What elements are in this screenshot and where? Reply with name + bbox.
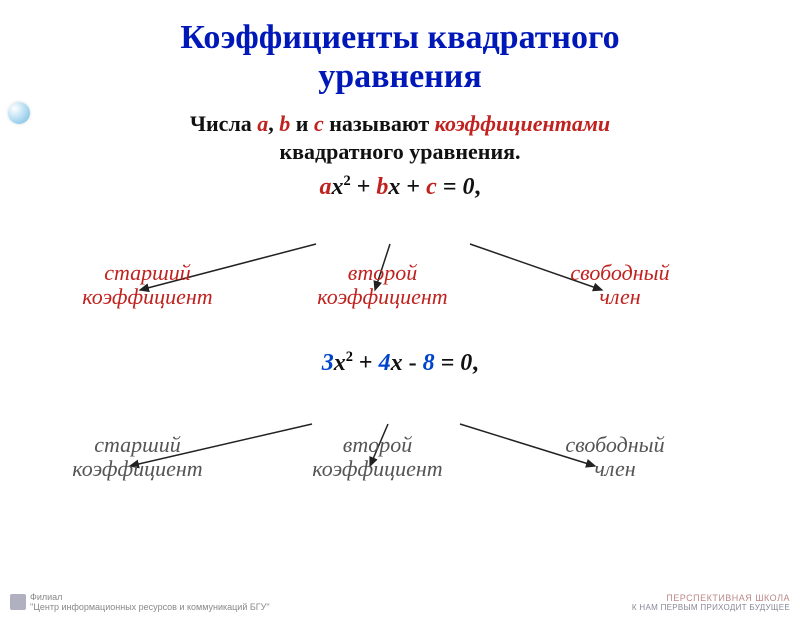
footer: Филиал "Центр информационных ресурсов и …	[10, 592, 790, 612]
eq1-comma: ,	[474, 174, 480, 200]
label2-free: свободный член	[550, 433, 680, 481]
label2-leading-b: коэффициент	[60, 457, 215, 481]
footer-logo-icon	[10, 594, 26, 610]
label2-free-b: член	[550, 457, 680, 481]
decorative-bubble	[8, 102, 30, 124]
eq1-x2: x	[332, 174, 344, 200]
label2-leading-a: старший	[60, 433, 215, 457]
label1-second-a: второй	[300, 261, 465, 285]
label2-free-a: свободный	[550, 433, 680, 457]
eq2-plus2: -	[403, 350, 423, 376]
label1-leading: старший коэффициент	[70, 261, 225, 309]
footer-left-line1: Филиал	[30, 592, 270, 602]
eq1-b: b	[376, 174, 388, 200]
subtitle-sep2: и	[290, 111, 314, 136]
equation-example: 3x2 + 4x - 8 = 0,	[0, 349, 800, 377]
subtitle-term: коэффициентами	[435, 111, 610, 136]
footer-left: Филиал "Центр информационных ресурсов и …	[10, 592, 270, 612]
footer-right: ПЕРСПЕКТИВНАЯ ШКОЛА К НАМ ПЕРВЫМ ПРИХОДИ…	[632, 593, 790, 612]
eq1-sq: 2	[344, 173, 351, 189]
label2-second-b: коэффициент	[295, 457, 460, 481]
page-title: Коэффициенты квадратного уравнения	[0, 18, 800, 96]
eq2-comma: ,	[472, 350, 478, 376]
subtitle: Числа a, b и c называют коэффициентами к…	[0, 110, 800, 165]
eq2-x: x	[391, 350, 403, 376]
eq1-eq0: = 0	[437, 174, 475, 200]
eq2-c: 8	[423, 350, 435, 376]
label2-leading: старший коэффициент	[60, 433, 215, 481]
title-line1: Коэффициенты квадратного	[0, 18, 800, 57]
label1-free-a: свободный	[555, 261, 685, 285]
equation-generic: ax2 + bx + c = 0,	[0, 173, 800, 201]
labels-row-2: старший коэффициент второй коэффициент с…	[0, 433, 800, 491]
eq2-x2: x	[334, 350, 346, 376]
label1-free-b: член	[555, 285, 685, 309]
eq2-a: 3	[322, 350, 334, 376]
label2-second-a: второй	[295, 433, 460, 457]
subtitle-pre: Числа	[190, 111, 257, 136]
eq1-plus2: +	[400, 174, 426, 200]
eq1-a: a	[320, 174, 332, 200]
subtitle-post: квадратного уравнения.	[279, 139, 520, 164]
eq1-x: x	[388, 174, 400, 200]
label1-leading-b: коэффициент	[70, 285, 225, 309]
eq1-plus1: +	[351, 174, 377, 200]
footer-right-line2: К НАМ ПЕРВЫМ ПРИХОДИТ БУДУЩЕЕ	[632, 603, 790, 612]
eq2-b: 4	[379, 350, 391, 376]
subtitle-c: c	[314, 111, 324, 136]
label1-second-b: коэффициент	[300, 285, 465, 309]
subtitle-sep1: ,	[268, 111, 279, 136]
title-line2: уравнения	[0, 57, 800, 96]
eq2-sq: 2	[346, 349, 353, 365]
label1-leading-a: старший	[70, 261, 225, 285]
label1-second: второй коэффициент	[300, 261, 465, 309]
label1-free: свободный член	[555, 261, 685, 309]
label2-second: второй коэффициент	[295, 433, 460, 481]
subtitle-a: a	[257, 111, 268, 136]
footer-left-line2: "Центр информационных ресурсов и коммуни…	[30, 602, 270, 612]
labels-row-1: старший коэффициент второй коэффициент с…	[0, 261, 800, 319]
subtitle-mid: называют	[324, 111, 435, 136]
eq1-c: c	[426, 174, 437, 200]
eq2-plus1: +	[353, 350, 379, 376]
subtitle-b: b	[279, 111, 290, 136]
eq2-eq0: = 0	[435, 350, 473, 376]
footer-right-line1: ПЕРСПЕКТИВНАЯ ШКОЛА	[632, 593, 790, 603]
